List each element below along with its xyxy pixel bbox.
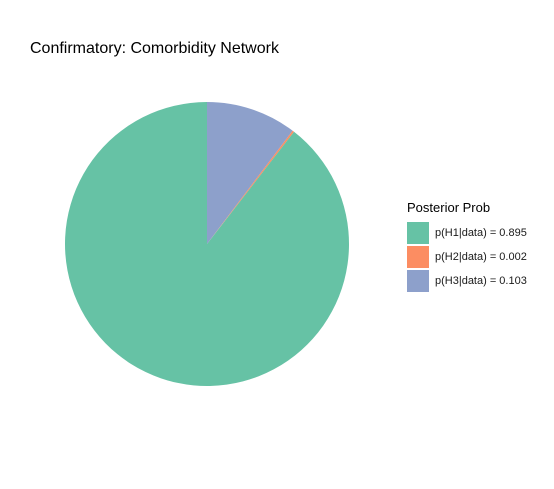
legend-item-h1: p(H1|data) = 0.895 <box>407 221 527 245</box>
pie-slice-h3 <box>207 102 293 244</box>
legend-label-h2: p(H2|data) = 0.002 <box>435 251 527 263</box>
legend-swatch-h1 <box>407 222 429 244</box>
legend-label-h1: p(H1|data) = 0.895 <box>435 227 527 239</box>
legend: Posterior Prob p(H1|data) = 0.895 p(H2|d… <box>407 200 527 293</box>
legend-label-h3: p(H3|data) = 0.103 <box>435 275 527 287</box>
legend-item-h2: p(H2|data) = 0.002 <box>407 245 527 269</box>
pie-slice-h2 <box>207 130 295 244</box>
legend-item-h3: p(H3|data) = 0.103 <box>407 269 527 293</box>
legend-swatch-h3 <box>407 270 429 292</box>
pie-slice-h1 <box>64 102 349 386</box>
chart-title: Confirmatory: Comorbidity Network <box>30 40 279 57</box>
legend-title: Posterior Prob <box>407 200 491 215</box>
legend-swatch-h2 <box>407 246 429 268</box>
